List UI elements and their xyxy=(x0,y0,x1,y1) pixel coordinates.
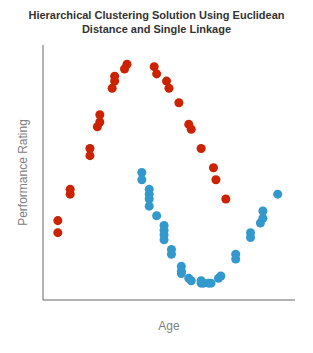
svg-text:Performance Rating: Performance Rating xyxy=(16,119,30,226)
html-text:Hierarchical Clustering Soluti: Hierarchical Clustering Solution Using E… xyxy=(28,9,285,21)
html-text:Distance and Single Linkage: Distance and Single Linkage xyxy=(81,23,232,35)
svg-text:Age: Age xyxy=(158,319,180,333)
